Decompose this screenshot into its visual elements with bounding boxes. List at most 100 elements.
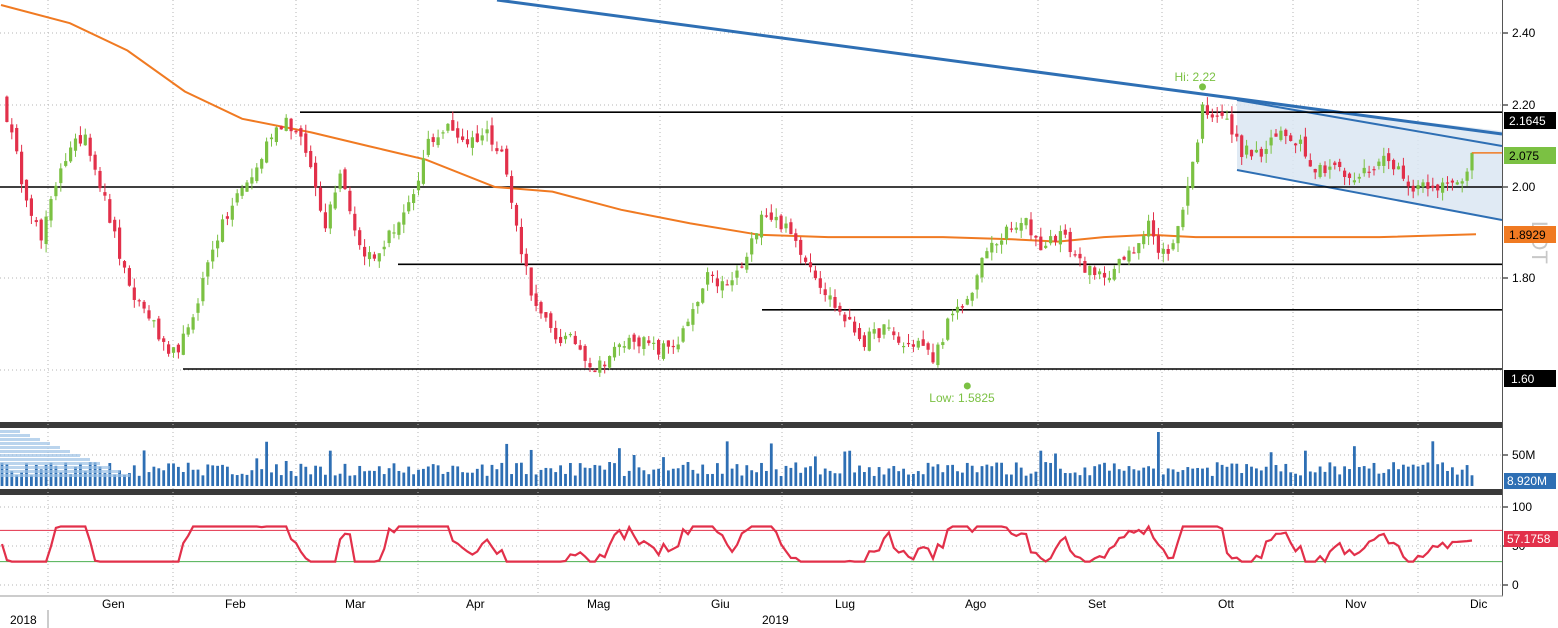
candle-body [985, 251, 989, 259]
volume-bar [235, 475, 239, 486]
volume-bar [211, 465, 215, 486]
moving-average [0, 4, 1477, 243]
volume-bar [863, 472, 866, 486]
support-tag: 1.60 [1504, 370, 1556, 387]
volume-bar [946, 465, 950, 486]
candle-body [1294, 143, 1298, 146]
volume-bar [583, 467, 587, 486]
candle-body [1215, 115, 1219, 117]
volume-bar [539, 469, 543, 486]
volume-bar [15, 475, 19, 486]
last-price-tag-box [1504, 147, 1556, 164]
volume-bar [1402, 464, 1405, 486]
candle-body [583, 345, 587, 361]
candle-body [29, 198, 33, 216]
volume-bar [387, 468, 391, 486]
volume-bar [377, 466, 381, 486]
panel-divider-volume-rsi[interactable] [0, 489, 1503, 495]
candle-body [152, 320, 156, 322]
price-tick-label: 2.00 [1512, 180, 1536, 194]
candle-body [980, 257, 984, 278]
panel-divider-price-volume[interactable] [0, 422, 1503, 428]
volume-bar [1093, 466, 1097, 486]
candle-body [598, 360, 602, 373]
volume-bar [1431, 441, 1435, 486]
candle-body [637, 337, 641, 347]
candle-body [279, 126, 283, 130]
candle-body [387, 230, 391, 244]
candle-body [98, 170, 102, 189]
year-label-2018: 2018 [10, 613, 37, 627]
volume-bar [1078, 475, 1082, 486]
candle-body [1147, 220, 1151, 237]
volume-bar [221, 464, 224, 486]
volume-bar [578, 463, 582, 486]
candle-body [1401, 165, 1405, 179]
volume-bar [1362, 466, 1366, 486]
candle-body [838, 305, 842, 312]
volume-bar [1387, 469, 1391, 486]
volume-bar [985, 464, 989, 486]
volume-bar [907, 474, 910, 486]
volume-bar [593, 464, 597, 486]
volume-bar [647, 474, 651, 486]
candle-body [975, 275, 979, 290]
candle-body [10, 124, 14, 133]
volume-bar [1446, 470, 1449, 486]
price-tick-label: 1.80 [1512, 271, 1536, 285]
volume-bar [1166, 468, 1170, 486]
volume-bar [118, 470, 121, 486]
volume-bar [671, 468, 675, 486]
candle-body [563, 335, 568, 340]
volume-bar [275, 464, 278, 486]
volume-bar [569, 462, 572, 486]
candle-body [799, 239, 803, 255]
volume-bar [1255, 468, 1258, 486]
volume-bar [1176, 471, 1180, 486]
candle-body [1289, 135, 1293, 141]
candle-body [1357, 176, 1361, 179]
candle-body [813, 270, 817, 279]
volume-bar [1014, 462, 1018, 486]
volume-bar [1137, 470, 1141, 486]
candle-body [1122, 256, 1126, 260]
volume-bar [1240, 473, 1244, 486]
volume-bar [128, 473, 131, 486]
candle-body [1024, 218, 1028, 226]
candle-body [250, 177, 254, 184]
volume-bar [284, 460, 288, 486]
candle-body [1073, 254, 1077, 256]
candle-body [118, 227, 122, 259]
horizontal-levels [0, 111, 1502, 370]
candle-body [201, 278, 205, 302]
candle-body [171, 347, 176, 353]
candle-body [309, 150, 313, 168]
candle-body [779, 215, 783, 230]
candle-body [833, 296, 837, 308]
candle-body [524, 253, 528, 267]
volume-bar [1338, 474, 1342, 486]
month-label-mar: Mar [345, 597, 366, 611]
candle-body [1460, 181, 1464, 184]
volume-bar [1196, 467, 1199, 486]
volume-bar [1108, 470, 1111, 486]
candle-body [230, 205, 234, 220]
candle-body [1191, 161, 1195, 188]
candle-body [1450, 180, 1454, 183]
volume-bar [1357, 467, 1361, 486]
volume-bar [83, 471, 87, 486]
candle-body [490, 125, 494, 145]
candle-body [39, 219, 43, 241]
rsi-tag-label: 57.1758 [1507, 532, 1551, 546]
volume-bar [1005, 474, 1008, 486]
volume-bar [441, 473, 445, 486]
candle-body [480, 135, 484, 141]
volume-bar [299, 463, 303, 486]
volume-bar [740, 475, 744, 486]
plot-right-border [1502, 0, 1503, 596]
volume-bar [451, 465, 455, 486]
volume-bar [765, 470, 768, 486]
volume-bar [191, 469, 195, 486]
candle-body [696, 301, 700, 307]
candle-body [745, 256, 749, 270]
